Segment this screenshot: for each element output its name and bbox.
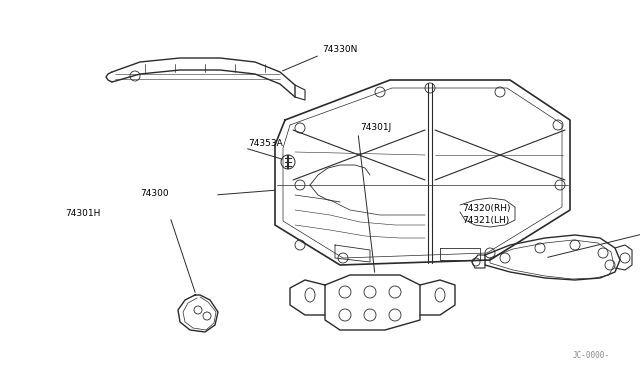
Text: JC-0000-: JC-0000- <box>573 351 610 360</box>
Text: 74300: 74300 <box>140 189 168 198</box>
Text: 74330N: 74330N <box>322 45 357 55</box>
Text: 74321(LH): 74321(LH) <box>462 217 509 225</box>
Text: 74320(RH): 74320(RH) <box>462 203 511 212</box>
Text: 74353A: 74353A <box>248 138 283 148</box>
Text: 74301H: 74301H <box>65 208 100 218</box>
Text: 74301J: 74301J <box>360 124 391 132</box>
